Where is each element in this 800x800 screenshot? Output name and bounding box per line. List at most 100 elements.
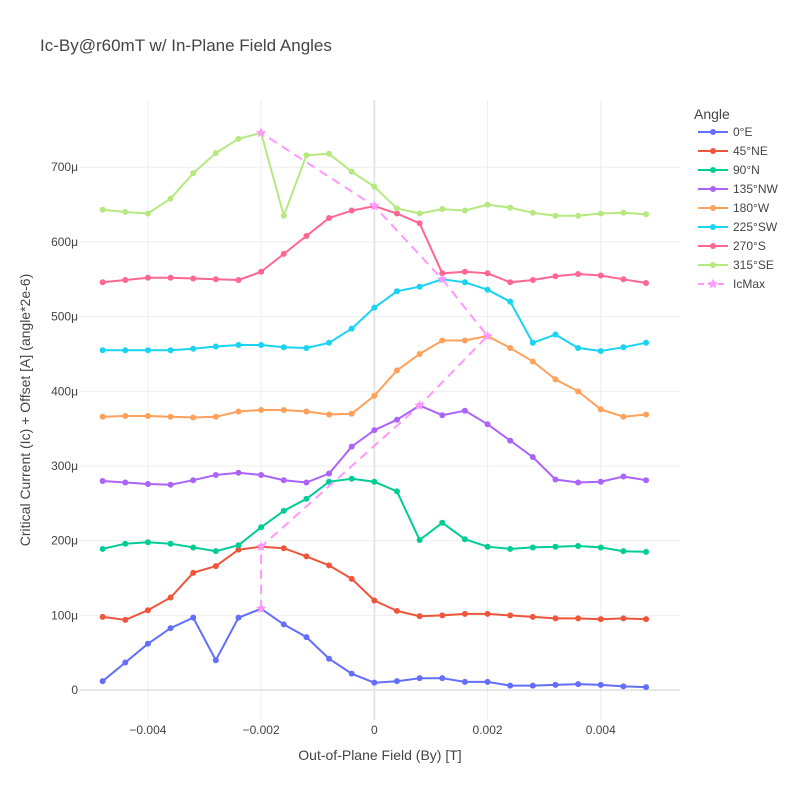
- data-point: [439, 519, 446, 526]
- data-point: [212, 548, 219, 555]
- data-point: [643, 339, 650, 346]
- data-point: [461, 407, 468, 414]
- data-point: [255, 127, 267, 138]
- data-point: [529, 613, 536, 620]
- data-point: [620, 413, 627, 420]
- data-point: [597, 616, 604, 623]
- data-point: [167, 413, 174, 420]
- data-point: [416, 613, 423, 620]
- legend-label: 225°SW: [733, 220, 778, 234]
- data-point: [529, 544, 536, 551]
- data-point: [190, 544, 197, 551]
- data-point: [597, 544, 604, 551]
- data-point: [393, 678, 400, 685]
- legend-marker: [710, 262, 716, 268]
- data-point: [620, 473, 627, 480]
- y-tick-label: 300μ: [51, 459, 78, 473]
- data-point: [303, 152, 310, 159]
- data-point: [620, 209, 627, 216]
- data-point: [643, 280, 650, 287]
- x-tick-label: 0.004: [586, 723, 616, 737]
- data-point: [258, 268, 265, 275]
- data-point: [190, 275, 197, 282]
- y-tick-label: 0: [71, 683, 78, 697]
- data-point: [280, 545, 287, 552]
- legend-title: Angle: [694, 106, 730, 122]
- data-point: [212, 413, 219, 420]
- data-point: [122, 277, 129, 284]
- data-point: [461, 337, 468, 344]
- data-point: [122, 659, 129, 666]
- data-point: [122, 616, 129, 623]
- legend: Angle 0°E 45°NE 90°N 135°NW 180°W 225°SW 270°S…: [694, 106, 778, 291]
- data-point: [507, 545, 514, 552]
- data-point: [529, 209, 536, 216]
- data-point: [393, 288, 400, 295]
- data-point: [122, 540, 129, 547]
- data-point: [280, 621, 287, 628]
- series-icmax: [255, 127, 493, 614]
- data-point: [643, 211, 650, 218]
- data-point: [461, 610, 468, 617]
- data-point: [552, 376, 559, 383]
- data-point: [552, 331, 559, 338]
- data-point: [575, 388, 582, 395]
- data-point: [552, 476, 559, 483]
- data-point: [326, 339, 333, 346]
- data-point: [167, 540, 174, 547]
- data-point: [439, 270, 446, 277]
- data-point: [552, 615, 559, 622]
- chart-title: Ic-By@r60mT w/ In-Plane Field Angles: [40, 36, 332, 55]
- data-point: [348, 443, 355, 450]
- data-point: [144, 412, 151, 419]
- data-point: [303, 495, 310, 502]
- data-point: [326, 655, 333, 662]
- data-point: [416, 283, 423, 290]
- data-point: [326, 470, 333, 477]
- data-point: [371, 183, 378, 190]
- legend-marker: [710, 205, 716, 211]
- data-point: [461, 279, 468, 286]
- data-point: [303, 553, 310, 560]
- data-point: [122, 479, 129, 486]
- data-point: [371, 427, 378, 434]
- data-point: [167, 274, 174, 281]
- data-point: [507, 345, 514, 351]
- x-tick-label: 0.002: [473, 723, 503, 737]
- y-tick-label: 700μ: [51, 160, 78, 174]
- data-point: [369, 200, 380, 211]
- data-point: [326, 478, 333, 485]
- data-point: [280, 212, 287, 219]
- data-point: [507, 298, 514, 305]
- legend-label: 90°N: [733, 163, 760, 177]
- data-point: [643, 616, 650, 623]
- data-point: [99, 477, 106, 484]
- data-point: [212, 657, 219, 664]
- y-tick-label: 100μ: [51, 608, 78, 622]
- data-point: [484, 421, 491, 428]
- data-point: [529, 277, 536, 284]
- data-point: [99, 279, 106, 286]
- data-point: [371, 392, 378, 399]
- data-point: [235, 546, 242, 553]
- data-point: [575, 542, 582, 549]
- data-point: [620, 276, 627, 283]
- data-point: [507, 204, 514, 211]
- data-point: [144, 480, 151, 487]
- data-point: [99, 206, 106, 213]
- legend-label: 135°NW: [733, 182, 778, 196]
- data-point: [416, 220, 423, 227]
- data-point: [437, 273, 448, 284]
- data-point: [461, 678, 468, 685]
- data-point: [255, 603, 267, 614]
- series-45ne: [99, 543, 650, 623]
- data-point: [643, 684, 650, 691]
- data-point: [416, 536, 423, 543]
- data-point: [255, 541, 267, 552]
- series-315se: [99, 129, 650, 220]
- data-point: [303, 408, 310, 415]
- data-point: [348, 207, 355, 214]
- data-point: [348, 410, 355, 417]
- data-point: [507, 682, 514, 689]
- y-tick-label: 200μ: [51, 534, 78, 548]
